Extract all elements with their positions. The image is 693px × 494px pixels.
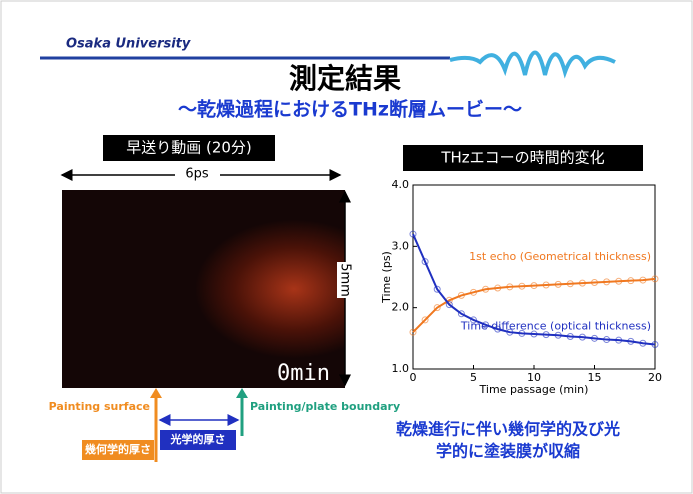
x-tick-label: 15 (588, 371, 602, 384)
x-tick-label: 20 (648, 371, 662, 384)
painting-surface: Painting surface (49, 400, 150, 413)
optical-thickness: 光学的厚さ (170, 432, 226, 446)
subtitle: 〜乾燥過程におけるTHz断層ムービー〜 (178, 98, 522, 121)
chart-label: THzエコーの時間的変化 (440, 149, 604, 167)
x-tick-label: 5 (470, 371, 477, 384)
title: 測定結果 (289, 62, 401, 95)
conclusion-line: 乾燥進行に伴い幾何学的及び光 (396, 420, 620, 439)
movie-frame (62, 190, 345, 388)
y-tick-label: 2.0 (392, 301, 410, 314)
boundary: Painting/plate boundary (250, 400, 400, 413)
y-tick-label: 4.0 (392, 178, 410, 191)
height-label: 5mm (338, 263, 353, 297)
geometrical-thickness: 幾何学的厚さ (85, 442, 151, 456)
series-label: 1st echo (Geometrical thickness) (469, 250, 651, 263)
y-tick-label: 1.0 (392, 362, 410, 375)
width-label: 6ps (185, 167, 209, 182)
conclusion-line: 学的に塗装膜が収縮 (436, 442, 580, 461)
series-label: Time difference (optical thickness) (460, 319, 651, 332)
x-axis-label: Time passage (min) (479, 383, 589, 396)
painting-surface-text: Painting surface (49, 400, 150, 413)
org: Osaka University (66, 37, 191, 52)
movie-label: 早送り動画 (20分) (126, 139, 252, 157)
time-label: 0min (277, 361, 330, 386)
y-axis-label: Time (ps) (380, 251, 393, 304)
x-tick-label: 0 (410, 371, 417, 384)
slide: Osaka University 測定結果 〜乾燥過程におけるTHz断層ムービー… (0, 0, 693, 494)
y-tick-label: 3.0 (392, 239, 410, 252)
